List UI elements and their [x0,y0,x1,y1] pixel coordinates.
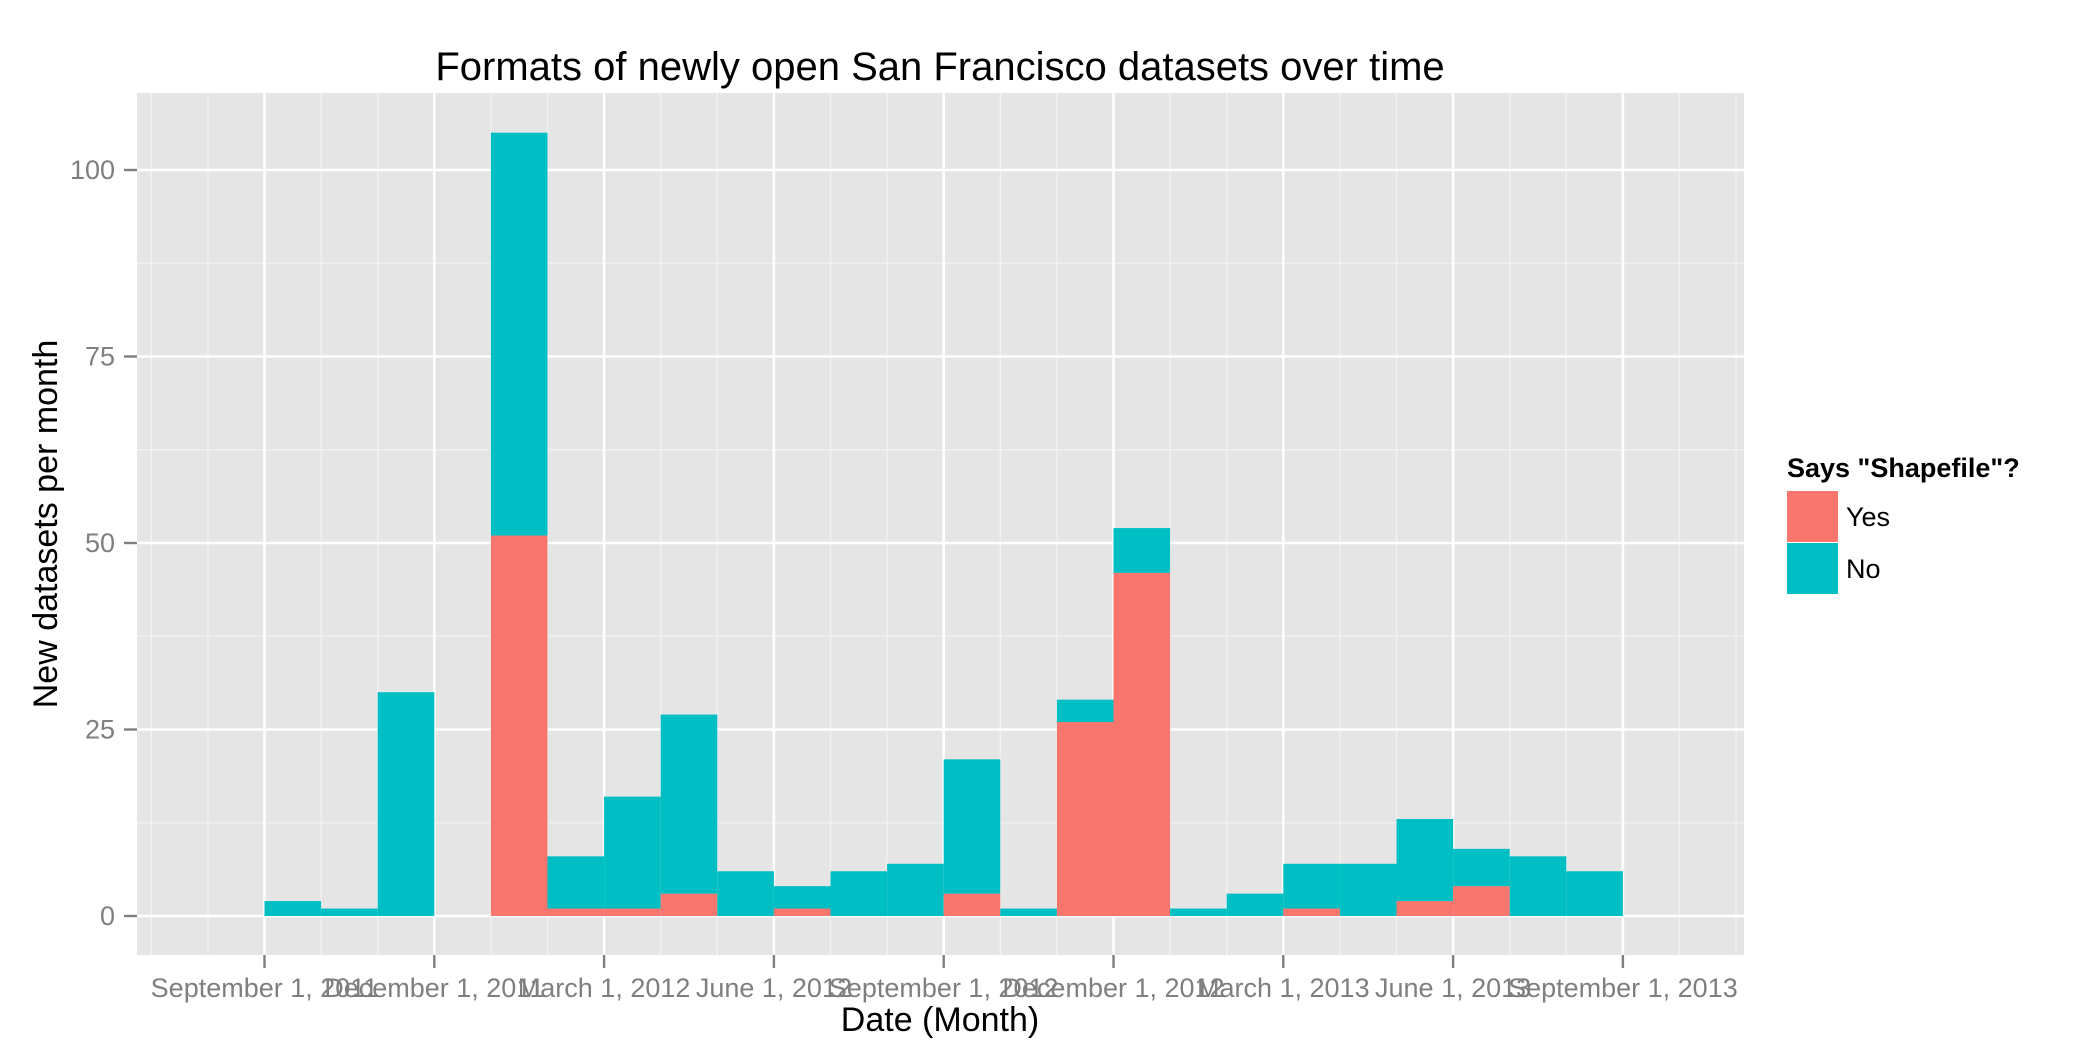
x-axis-title: Date (Month) [841,1001,1039,1039]
chart-title: Formats of newly open San Francisco data… [435,45,1444,89]
bar-no [1453,848,1510,887]
y-tick-label: 100 [70,155,115,185]
bar-no [377,692,435,916]
bar-yes [604,908,661,916]
bar-yes [1113,572,1171,916]
bar-yes [490,535,548,916]
x-tick-label: March 1, 2012 [518,973,691,1003]
bar-yes [773,908,831,916]
legend-label-yes: Yes [1846,502,1890,532]
bar-no [943,759,1001,894]
bar-no [490,132,548,536]
bar-no [1113,528,1171,573]
bar-no [1170,908,1227,916]
legend: Says "Shapefile"? Yes No [1787,453,2020,594]
y-tick-label: 50 [85,528,115,558]
bar-no [1509,856,1567,916]
bar-yes [547,908,605,916]
bar-no [321,908,378,916]
bar-no [1283,863,1340,909]
bar-no [1226,893,1284,916]
bars [264,132,1623,916]
bar-no [717,871,774,916]
y-tick-label: 25 [85,715,115,745]
bar-no [830,871,888,916]
bar-yes [1396,901,1454,916]
bar-no [1056,699,1114,723]
y-tick-label: 75 [85,342,115,372]
bar-no [1566,871,1623,916]
bar-no [1000,908,1057,916]
bar-yes [1056,722,1114,916]
x-tick-label: June 1, 2013 [1375,973,1531,1003]
legend-title: Says "Shapefile"? [1787,453,2020,483]
x-tick-label: September 1, 2011 [151,973,379,1003]
x-tick-label: December 1, 2011 [324,973,544,1003]
bar-yes [1283,908,1340,916]
bar-no [1396,819,1454,902]
bar-yes [660,893,718,916]
bar-no [773,886,831,909]
bar-no [604,796,661,909]
legend-swatch-yes [1787,491,1838,542]
bar-no [264,901,322,916]
bar-no [547,856,605,909]
x-tick-label: March 1, 2013 [1197,973,1370,1003]
x-tick-label: September 1, 2012 [829,973,1059,1003]
bar-no [660,714,718,894]
bar-no [1339,863,1397,916]
x-tick-label: June 1, 2012 [696,973,852,1003]
legend-label-no: No [1846,554,1881,584]
x-tick-label: September 1, 2013 [1508,973,1738,1003]
y-axis-title: New datasets per month [27,340,65,709]
y-tick-label: 0 [100,901,115,931]
bar-yes [1453,886,1510,916]
x-tick-label: December 1, 2012 [1002,973,1224,1003]
bar-yes [943,893,1001,916]
bar-no [887,863,944,916]
legend-swatch-no [1787,543,1838,594]
